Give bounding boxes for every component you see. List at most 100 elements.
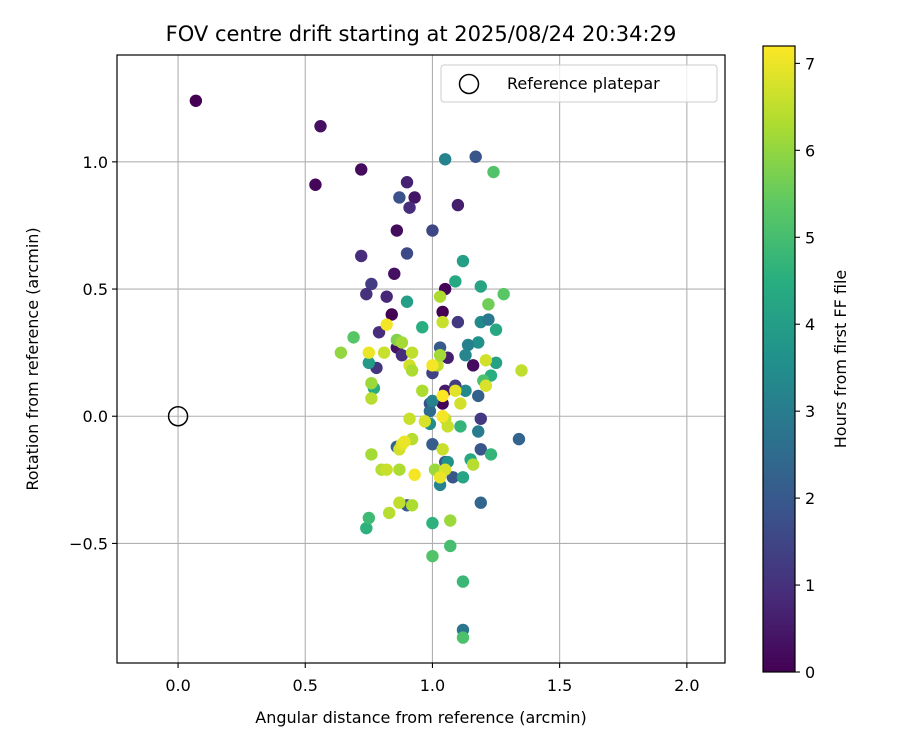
scatter-point xyxy=(380,463,393,476)
colorbar-label: Hours from first FF file xyxy=(831,270,850,449)
y-tick-label: 0.0 xyxy=(83,407,108,426)
colorbar-tick-label: 5 xyxy=(805,228,815,247)
colorbar: 0 1 2 3 4 5 6 7 Hours from first FF file xyxy=(762,45,850,682)
scatter-point xyxy=(380,290,393,303)
scatter-point xyxy=(449,275,462,288)
y-axis-ticks: −0.5 0.0 0.5 1.0 xyxy=(69,153,117,553)
scatter-point xyxy=(474,443,487,456)
scatter-point xyxy=(438,153,452,166)
x-tick-label: 2.0 xyxy=(674,676,699,695)
scatter-point xyxy=(405,364,419,377)
scatter-point xyxy=(451,198,465,212)
legend-entry-label: Reference platepar xyxy=(507,74,660,93)
colorbar-tick-label: 0 xyxy=(805,663,815,682)
scatter-point xyxy=(433,348,447,362)
scatter-point xyxy=(355,249,368,263)
scatter-point xyxy=(405,499,419,512)
scatter-point xyxy=(487,165,500,179)
scatter-point xyxy=(512,432,526,446)
scatter-point xyxy=(380,318,393,331)
scatter-point xyxy=(474,280,487,293)
scatter-point xyxy=(459,384,472,397)
x-tick-label: 1.0 xyxy=(420,676,445,695)
scatter-point xyxy=(395,336,409,349)
scatter-point xyxy=(426,394,439,408)
scatter-point xyxy=(360,287,373,301)
scatter-point xyxy=(436,389,449,403)
scatter-point xyxy=(426,516,439,530)
scatter-point xyxy=(472,389,485,403)
scatter-point xyxy=(395,348,409,362)
scatter-point xyxy=(423,404,437,418)
scatter-point xyxy=(365,376,378,390)
scatter-point xyxy=(362,346,376,359)
scatter-point xyxy=(456,631,470,644)
colorbar-tick-label: 7 xyxy=(805,54,815,73)
scatter-point xyxy=(433,471,447,484)
scatter-point xyxy=(441,420,454,433)
scatter-point xyxy=(393,463,406,476)
scatter-point xyxy=(444,539,457,553)
scatter-point xyxy=(400,295,414,308)
scatter-point xyxy=(489,323,503,336)
scatter-point xyxy=(347,331,360,344)
y-tick-label: −0.5 xyxy=(69,534,108,553)
scatter-point xyxy=(449,384,462,397)
scatter-point xyxy=(362,356,376,370)
scatter-point xyxy=(489,356,503,370)
legend-marker-icon xyxy=(458,73,480,95)
colorbar-tick-label: 4 xyxy=(805,315,815,334)
colorbar-tick-label: 2 xyxy=(805,489,815,508)
data-points xyxy=(189,94,528,644)
scatter-point xyxy=(393,191,406,204)
colorbar-tick-label: 3 xyxy=(805,402,815,421)
scatter-point xyxy=(461,338,475,352)
y-tick-label: 0.5 xyxy=(83,280,108,299)
scatter-point xyxy=(436,315,449,329)
scatter-point xyxy=(355,163,368,176)
scatter-point xyxy=(365,277,378,291)
scatter-point xyxy=(474,496,487,509)
scatter-point xyxy=(385,308,398,321)
scatter-point xyxy=(515,364,528,377)
scatter-point xyxy=(474,412,487,425)
reference-platepar-marker xyxy=(167,405,189,427)
scatter-point xyxy=(446,471,459,484)
scatter-point xyxy=(309,178,322,191)
scatter-point xyxy=(482,313,495,326)
scatter-point xyxy=(426,224,439,237)
scatter-point xyxy=(334,346,348,359)
scatter-point xyxy=(466,458,480,471)
scatter-point xyxy=(472,336,485,349)
scatter-point xyxy=(433,290,447,303)
scatter-point xyxy=(456,254,470,268)
scatter-point xyxy=(416,384,429,397)
scatter-point xyxy=(459,348,472,362)
scatter-point xyxy=(398,435,411,448)
x-tick-label: 0.5 xyxy=(293,676,318,695)
scatter-point xyxy=(436,305,449,319)
scatter-point xyxy=(416,321,429,334)
scatter-point xyxy=(189,94,203,107)
scatter-point xyxy=(456,575,470,588)
scatter-point xyxy=(436,443,449,456)
x-axis-ticks: 0.0 0.5 1.0 1.5 2.0 xyxy=(165,663,700,695)
colorbar-ticks: 0 1 2 3 4 5 6 7 xyxy=(795,54,815,682)
scatter-point xyxy=(377,346,391,359)
scatter-point xyxy=(466,359,480,372)
scatter-point xyxy=(456,471,470,484)
plot-frame xyxy=(116,54,726,664)
x-axis-label: Angular distance from reference (arcmin) xyxy=(255,708,586,727)
scatter-point xyxy=(383,506,396,520)
scatter-point xyxy=(400,247,414,260)
scatter-point xyxy=(393,496,406,509)
scatter-point xyxy=(426,359,439,372)
x-tick-label: 1.5 xyxy=(547,676,572,695)
scatter-point xyxy=(497,287,510,301)
scatter-point xyxy=(479,379,493,392)
grid-lines xyxy=(117,55,725,663)
scatter-point xyxy=(444,514,457,527)
legend: Reference platepar xyxy=(440,64,718,103)
colorbar-gradient xyxy=(762,45,796,673)
y-tick-label: 1.0 xyxy=(83,153,108,172)
